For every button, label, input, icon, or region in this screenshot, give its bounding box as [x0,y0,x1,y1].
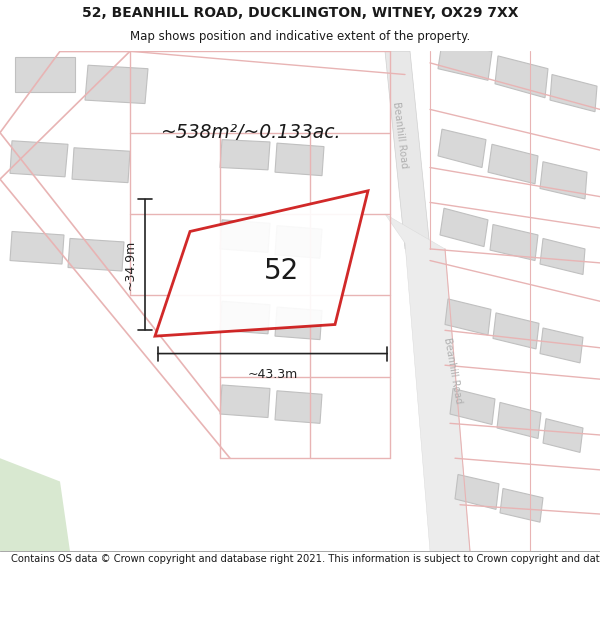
Polygon shape [540,239,585,274]
Text: Beanhill Road: Beanhill Road [391,101,409,169]
Polygon shape [438,129,486,168]
Polygon shape [220,301,270,334]
Polygon shape [275,143,324,176]
Polygon shape [497,402,541,439]
Polygon shape [500,489,543,522]
Polygon shape [543,419,583,452]
Polygon shape [220,139,270,170]
Polygon shape [495,56,548,98]
Polygon shape [540,162,587,199]
Polygon shape [72,148,130,182]
Polygon shape [445,299,491,335]
Polygon shape [385,51,430,249]
Polygon shape [550,74,597,112]
Polygon shape [275,226,322,258]
Text: Beanhill Road: Beanhill Road [442,337,464,405]
Text: ~538m²/~0.133ac.: ~538m²/~0.133ac. [160,123,340,142]
Polygon shape [10,141,68,177]
Polygon shape [68,239,124,271]
Text: ~43.3m: ~43.3m [247,368,298,381]
Polygon shape [0,458,70,551]
Text: 52: 52 [265,257,299,285]
Polygon shape [220,220,270,253]
Polygon shape [493,313,539,349]
Polygon shape [438,42,492,81]
Polygon shape [488,144,538,184]
Polygon shape [10,231,64,264]
Polygon shape [275,307,322,339]
Polygon shape [220,385,270,418]
Polygon shape [385,214,470,551]
Polygon shape [15,57,75,92]
Text: Contains OS data © Crown copyright and database right 2021. This information is : Contains OS data © Crown copyright and d… [11,554,600,564]
Polygon shape [455,474,499,509]
Polygon shape [85,65,148,104]
Polygon shape [490,224,538,261]
Polygon shape [440,208,488,247]
Polygon shape [450,389,495,424]
Text: ~34.9m: ~34.9m [124,239,137,290]
Polygon shape [275,391,322,423]
Text: 52, BEANHILL ROAD, DUCKLINGTON, WITNEY, OX29 7XX: 52, BEANHILL ROAD, DUCKLINGTON, WITNEY, … [82,6,518,20]
Text: Map shows position and indicative extent of the property.: Map shows position and indicative extent… [130,31,470,43]
Polygon shape [540,328,583,363]
Polygon shape [155,191,368,336]
Polygon shape [405,243,470,551]
